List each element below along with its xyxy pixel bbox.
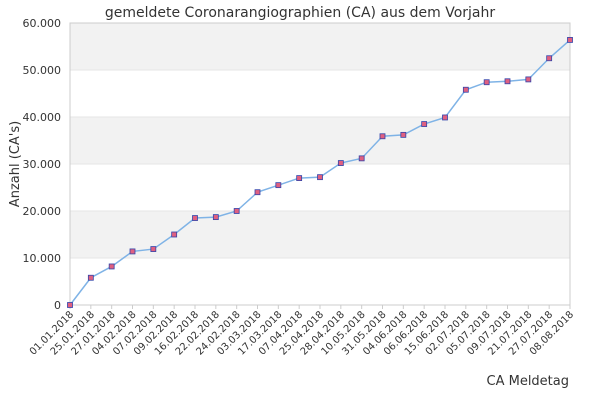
series-line <box>69 39 571 306</box>
y-tick-label: 0 <box>54 299 61 312</box>
y-tick-labels: 0 10.000 20.000 30.000 40.000 50.000 60.000 <box>23 17 62 312</box>
grid-bands <box>70 22 570 306</box>
chart-title: gemeldete Coronarangiographien (CA) aus … <box>105 5 496 21</box>
y-tick-label: 20.000 <box>23 205 62 218</box>
y-tick-label: 40.000 <box>23 111 62 124</box>
grid-band <box>70 117 570 164</box>
axes <box>69 22 571 309</box>
series <box>67 37 573 308</box>
data-point <box>462 86 469 93</box>
data-point <box>400 131 407 138</box>
data-point <box>254 189 261 196</box>
data-point <box>567 37 573 43</box>
y-tick-label: 50.000 <box>23 64 62 77</box>
data-point <box>171 231 178 238</box>
y-tick-label: 60.000 <box>23 17 62 30</box>
data-point <box>275 182 282 189</box>
data-point <box>233 208 240 214</box>
data-point <box>421 121 428 127</box>
data-point <box>379 133 386 140</box>
data-point <box>87 274 94 281</box>
data-point <box>192 215 198 221</box>
data-point <box>212 214 219 221</box>
y-axis-label: Anzahl (CA's) <box>8 121 23 207</box>
data-point <box>129 248 136 255</box>
x-axis-label: CA Meldetag <box>487 374 570 389</box>
y-tick-label: 30.000 <box>23 158 62 171</box>
data-point <box>525 76 532 83</box>
data-point <box>483 79 490 86</box>
x-tick-labels: 01.01.201825.01.201827.01.201804.02.2018… <box>28 309 576 357</box>
y-tick-label: 10.000 <box>23 252 62 265</box>
data-point <box>504 78 511 85</box>
grid-band <box>70 211 570 258</box>
data-point <box>546 55 553 62</box>
data-point <box>296 175 303 182</box>
data-point <box>150 246 157 252</box>
grid-band <box>70 23 570 70</box>
data-point <box>442 114 448 121</box>
data-point <box>108 263 115 270</box>
data-point <box>358 155 365 162</box>
data-point <box>317 174 323 181</box>
data-point <box>67 302 73 308</box>
data-point <box>337 160 344 166</box>
